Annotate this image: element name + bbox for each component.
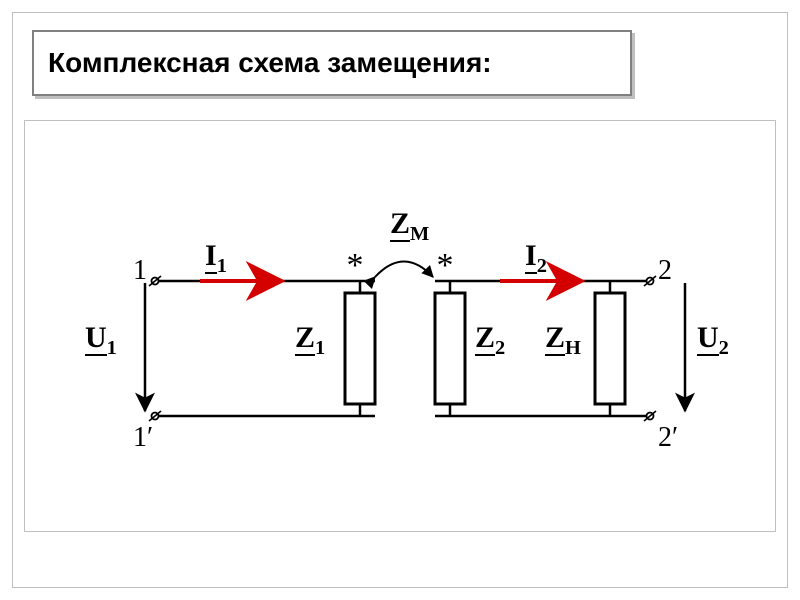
page-title: Комплексная схема замещения: — [48, 47, 492, 79]
mutual-arc — [375, 262, 433, 278]
label-Z2: Z2 — [475, 321, 505, 360]
label-ZH: ZН — [545, 321, 581, 360]
label-I2: I2 — [525, 239, 547, 278]
circuit-svg: ** — [25, 121, 777, 533]
impedance-Z1 — [345, 293, 375, 404]
polarity-star: * — [347, 247, 364, 284]
terminal-label-2: 2 — [658, 255, 672, 287]
impedance-ZH — [595, 293, 625, 404]
label-U2: U2 — [697, 321, 729, 360]
terminal-label-1p: 1′ — [133, 422, 153, 454]
label-Z1: Z1 — [295, 321, 325, 360]
title-box: Комплексная схема замещения: — [32, 30, 632, 96]
impedance-Z2 — [435, 293, 465, 404]
label-ZM: ZМ — [390, 207, 429, 246]
polarity-star: * — [437, 247, 454, 284]
label-I1: I1 — [205, 239, 227, 278]
label-U1: U1 — [85, 321, 117, 360]
terminal-label-1: 1 — [133, 255, 147, 287]
circuit-canvas: ** ZМI1I2U1U2Z1Z2ZН11′22′ — [24, 120, 776, 532]
terminal-label-2p: 2′ — [658, 422, 678, 454]
